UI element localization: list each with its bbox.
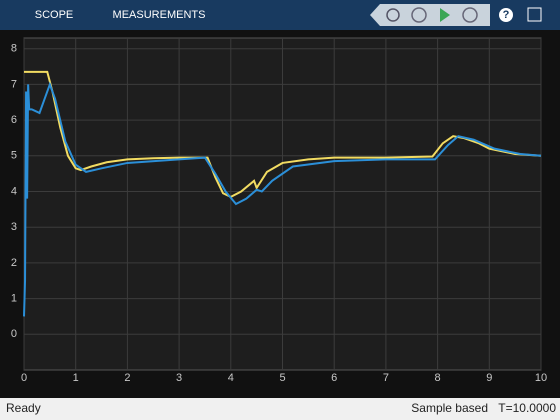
x-tick-label: 8 [435,372,441,384]
x-tick-label: 2 [124,372,130,384]
x-tick-label: 0 [21,372,27,384]
x-tick-label: 10 [535,372,547,384]
series-line [23,81,542,317]
undock-button[interactable] [527,7,542,22]
chart: 0 1 2 3 4 5 6 7 8 9 10 0 1 2 3 4 5 6 7 8 [11,38,547,384]
y-tick-label: 0 [11,328,17,340]
status-text: Ready [6,401,41,415]
status-bar [0,398,560,420]
step-back-button[interactable] [386,8,400,22]
x-tick-label: 3 [176,372,182,384]
y-tick-label: 6 [11,114,17,126]
stop-button[interactable] [462,7,478,23]
y-tick-label: 3 [11,221,17,233]
y-tick-label: 5 [11,150,17,162]
help-button[interactable] [499,8,513,22]
x-tick-label: 5 [279,372,285,384]
x-tick-label: 6 [331,372,337,384]
x-tick-label: 4 [228,372,234,384]
pause-button[interactable] [411,7,427,23]
run-controls [370,4,490,26]
x-tick-label: 7 [383,372,389,384]
tab-scope[interactable]: SCOPE [35,9,74,21]
y-tick-label: 7 [11,78,17,90]
y-tick-label: 2 [11,257,17,269]
sample-mode: Sample based [411,401,488,415]
tab-measurements[interactable]: MEASUREMENTS [113,9,206,21]
y-tick-label: 4 [11,185,17,197]
sim-time: T=10.0000 [498,401,556,415]
x-tick-label: 9 [486,372,492,384]
help-icon: ? [503,9,510,21]
series-line [24,70,542,198]
run-button[interactable] [440,8,450,22]
y-tick-label: 1 [11,293,17,305]
x-tick-label: 1 [73,372,79,384]
y-tick-label: 8 [11,43,17,55]
